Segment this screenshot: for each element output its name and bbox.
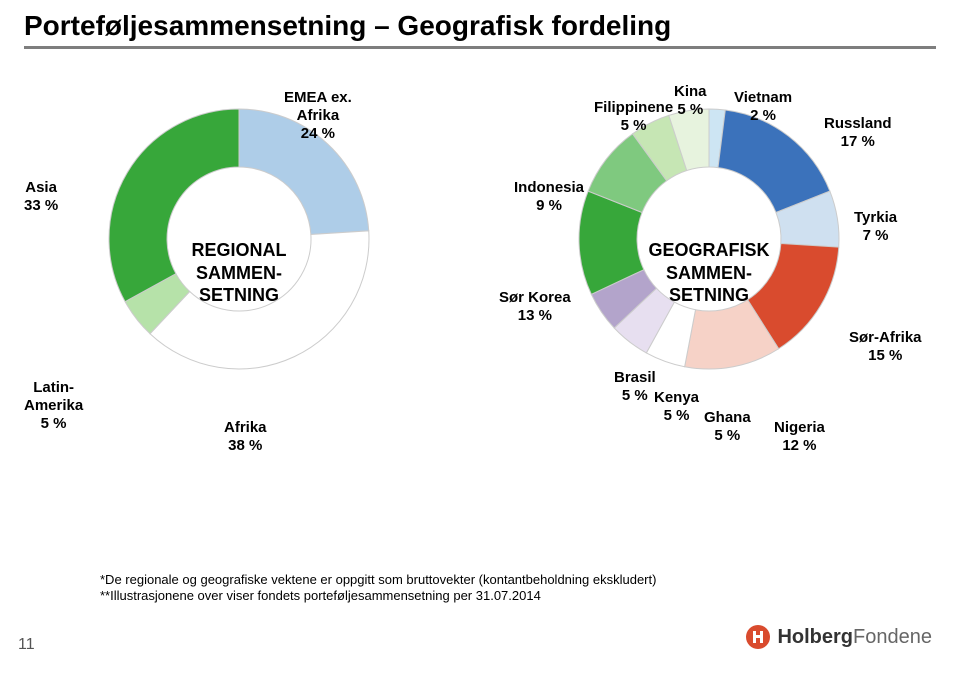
slice-label: Kina 5 % [674, 83, 707, 119]
footnote-2: **Illustrasjonene over viser fondets por… [100, 588, 656, 603]
page-number: 11 [18, 636, 35, 654]
footnotes: *De regionale og geografiske vektene er … [100, 571, 656, 604]
logo: HolbergFondene [745, 624, 932, 650]
title-underline [24, 46, 936, 49]
slice-label: Asia 33 % [24, 179, 58, 215]
page: Porteføljesammensetning – Geografisk for… [0, 0, 960, 674]
regional-donut-chart: REGIONAL SAMMEN- SETNING EMEA ex. Afrika… [24, 89, 454, 489]
slice-label: Ghana 5 % [704, 409, 751, 445]
slice-label: Vietnam 2 % [734, 89, 792, 125]
logo-text: HolbergFondene [777, 626, 932, 649]
slice-label: Latin- Amerika 5 % [24, 379, 83, 433]
slice-label: Indonesia 9 % [514, 179, 584, 215]
geographic-donut-chart: GEOGRAFISK SAMMEN- SETNING Vietnam 2 % Ru… [494, 89, 924, 489]
charts-row: REGIONAL SAMMEN- SETNING EMEA ex. Afrika… [24, 89, 936, 489]
logo-brand: Holberg [777, 626, 853, 648]
donut-slice [718, 110, 830, 212]
geographic-center-label: GEOGRAFISK SAMMEN- SETNING [629, 239, 789, 307]
page-title: Porteføljesammensetning – Geografisk for… [24, 10, 936, 42]
logo-icon [745, 624, 771, 650]
slice-label: Nigeria 12 % [774, 419, 825, 455]
slice-label: Kenya 5 % [654, 389, 699, 425]
logo-suffix: Fondene [853, 626, 932, 648]
slice-label: Tyrkia 7 % [854, 209, 897, 245]
slice-label: EMEA ex. Afrika 24 % [284, 89, 352, 143]
slice-label: Brasil 5 % [614, 369, 656, 405]
slice-label: Afrika 38 % [224, 419, 267, 455]
slice-label: Russland 17 % [824, 115, 892, 151]
slice-label: Sør Korea 13 % [499, 289, 571, 325]
regional-center-label: REGIONAL SAMMEN- SETNING [159, 239, 319, 307]
slice-label: Sør-Afrika 15 % [849, 329, 922, 365]
slice-label: Filippinene 5 % [594, 99, 673, 135]
footnote-1: *De regionale og geografiske vektene er … [100, 572, 656, 587]
